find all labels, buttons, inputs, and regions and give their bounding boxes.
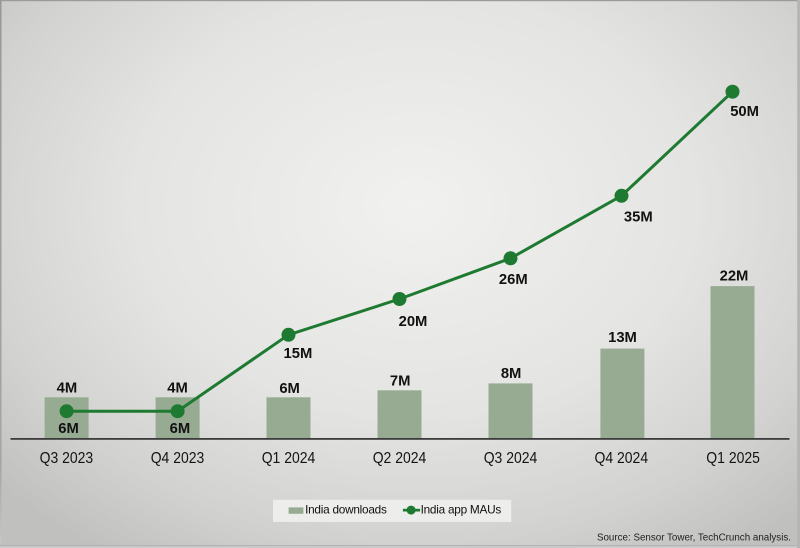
svg-text:Q1 2024: Q1 2024: [262, 450, 316, 467]
svg-text:22M: 22M: [720, 268, 749, 284]
svg-text:6M: 6M: [279, 381, 300, 397]
svg-text:7M: 7M: [390, 374, 411, 390]
svg-text:Q4 2023: Q4 2023: [151, 450, 205, 467]
svg-text:Q3 2023: Q3 2023: [40, 450, 94, 467]
svg-text:Q3 2024: Q3 2024: [484, 450, 538, 467]
svg-text:20M: 20M: [399, 314, 428, 330]
svg-text:India app MAUs: India app MAUs: [421, 502, 502, 516]
svg-text:Q2 2024: Q2 2024: [373, 450, 427, 467]
svg-text:13M: 13M: [608, 330, 637, 346]
svg-text:4M: 4M: [57, 380, 78, 396]
svg-text:26M: 26M: [499, 272, 528, 288]
svg-text:8M: 8M: [501, 366, 522, 382]
svg-text:India downloads: India downloads: [305, 502, 387, 516]
svg-text:4M: 4M: [167, 380, 188, 396]
svg-text:Source: Sensor Tower, TechCrun: Source: Sensor Tower, TechCrunch analysi…: [597, 533, 791, 544]
svg-text:6M: 6M: [58, 421, 79, 437]
svg-text:35M: 35M: [624, 209, 653, 225]
svg-text:50M: 50M: [730, 104, 759, 120]
svg-text:Q1 2025: Q1 2025: [706, 450, 760, 467]
svg-text:Q4 2024: Q4 2024: [595, 450, 649, 467]
svg-text:15M: 15M: [284, 346, 313, 362]
svg-text:6M: 6M: [170, 421, 191, 437]
